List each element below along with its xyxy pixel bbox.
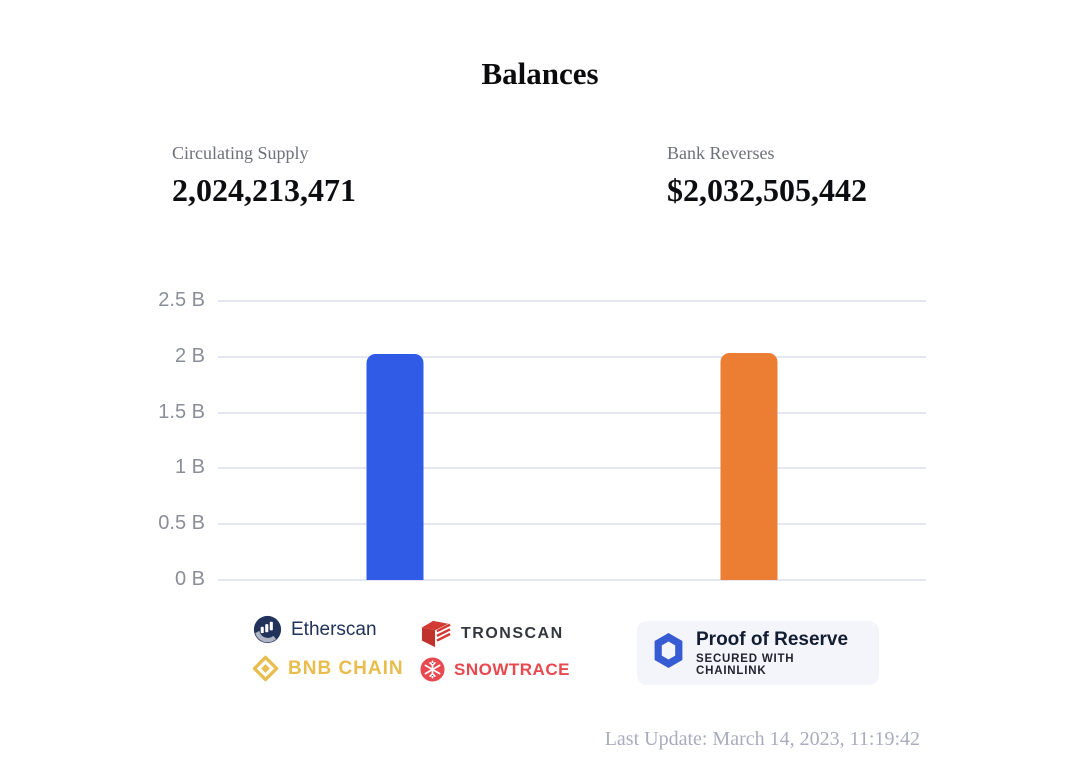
- y-axis: 2.5 B 2 B 1.5 B 1 B 0.5 B 0 B: [120, 289, 205, 590]
- y-axis-tick-label: 2.5 B: [158, 289, 205, 312]
- bnb-chain-label: BNB CHAIN: [288, 657, 404, 679]
- y-axis-tick-label: 0 B: [174, 568, 205, 591]
- circulating-supply-stat: Circulating Supply 2,024,213,471: [172, 143, 356, 209]
- etherscan-icon: [253, 615, 282, 644]
- page-title: Balances: [481, 56, 599, 91]
- gridline: [218, 411, 926, 414]
- tronscan-logo[interactable]: TRONSCAN: [420, 619, 564, 649]
- circulating-supply-label: Circulating Supply: [172, 143, 309, 163]
- etherscan-logo[interactable]: Etherscan: [253, 615, 377, 644]
- snowtrace-logo[interactable]: SNOWTRACE: [420, 657, 570, 682]
- gridline: [218, 355, 926, 358]
- bnb-chain-logo[interactable]: BNB CHAIN: [252, 655, 404, 682]
- y-axis-tick-label: 1.5 B: [158, 400, 205, 423]
- circulating-supply-value: 2,024,213,471: [172, 172, 356, 208]
- proof-of-reserve-badge[interactable]: Proof of Reserve SECURED WITH CHAINLINK: [637, 621, 879, 685]
- bank-reserves-stat: Bank Reverses $2,032,505,442: [667, 143, 867, 209]
- gridline: [218, 523, 926, 526]
- gridline: [218, 467, 926, 470]
- last-update-timestamp: Last Update: March 14, 2023, 11:19:42: [604, 728, 920, 750]
- plot-area: [218, 300, 926, 581]
- chainlink-icon: [653, 633, 684, 673]
- snowtrace-icon: [420, 657, 445, 682]
- bank-reserves-label: Bank Reverses: [667, 143, 775, 163]
- proof-of-reserve-text: Proof of Reserve SECURED WITH CHAINLINK: [696, 629, 863, 677]
- y-axis-tick-label: 0.5 B: [158, 512, 205, 535]
- proof-of-reserve-title: Proof of Reserve: [696, 629, 849, 651]
- y-axis-tick-label: 1 B: [174, 456, 205, 479]
- proof-of-reserve-subtitle: SECURED WITH CHAINLINK: [696, 652, 795, 677]
- bnb-chain-icon: [252, 655, 279, 682]
- etherscan-label: Etherscan: [291, 618, 377, 640]
- y-axis-tick-label: 2 B: [174, 344, 205, 367]
- bar-bank-reverses[interactable]: [720, 353, 778, 580]
- gridline: [218, 579, 926, 581]
- bar-circulating-supply[interactable]: [366, 354, 424, 580]
- snowtrace-label: SNOWTRACE: [454, 659, 570, 679]
- tronscan-icon: [420, 619, 452, 649]
- gridline: [218, 300, 926, 302]
- bank-reserves-value: $2,032,505,442: [667, 172, 867, 208]
- tronscan-label: TRONSCAN: [461, 625, 564, 642]
